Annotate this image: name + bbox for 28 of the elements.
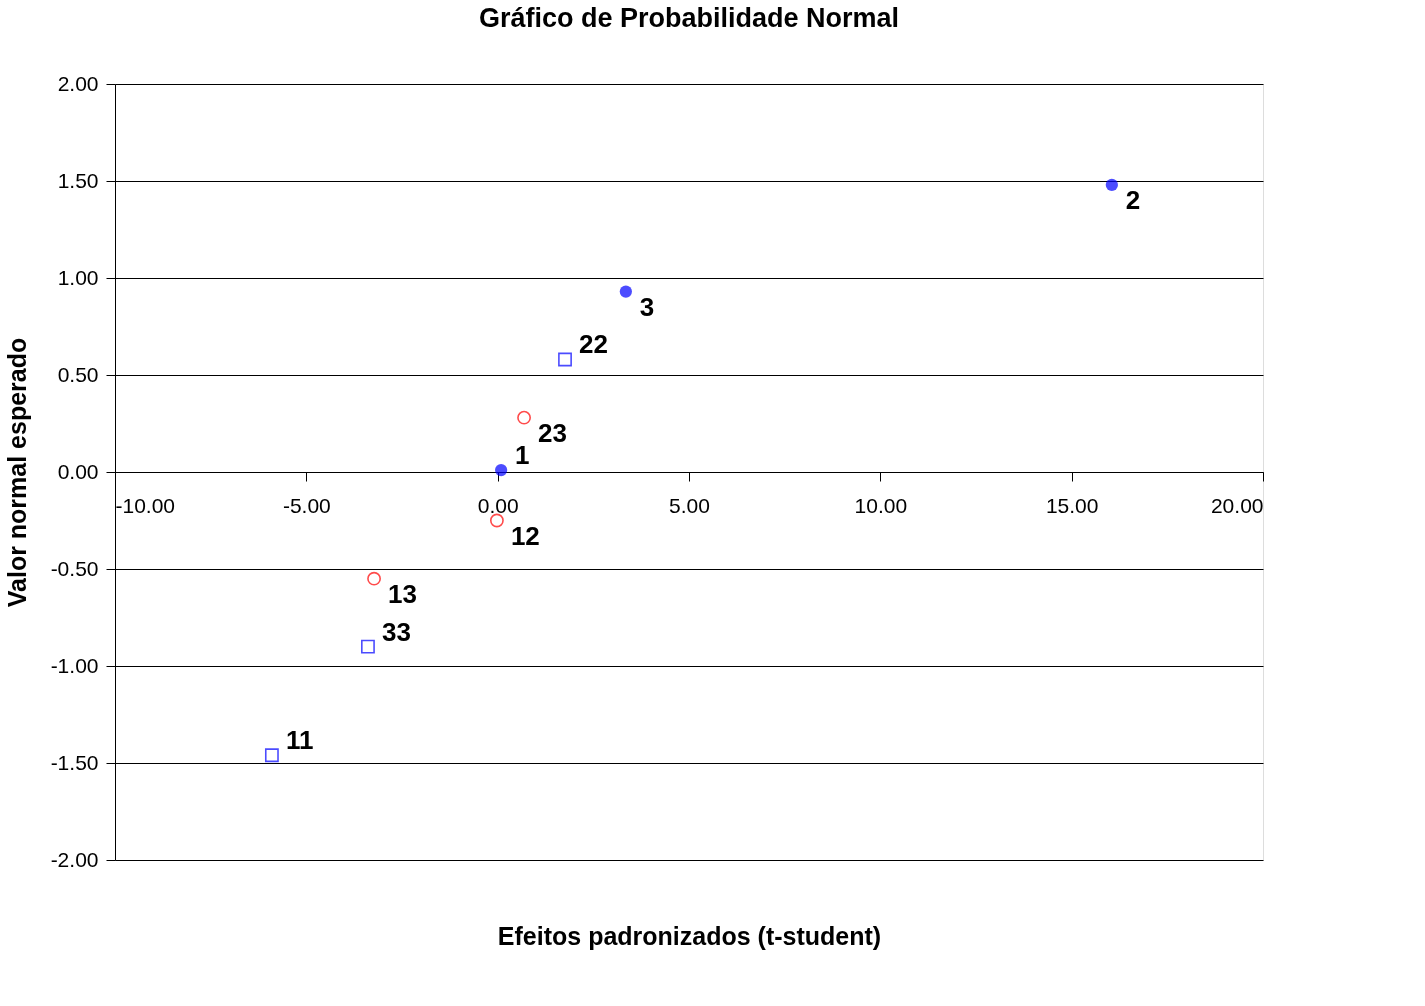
y-axis-title: Valor normal esperado [2, 337, 31, 608]
annotation: 3 [639, 291, 655, 322]
chart-title: Gráfico de Probabilidade Normal [478, 3, 900, 33]
annotation: 13 [388, 578, 417, 609]
x-tick-label: 10.00 [854, 493, 908, 517]
x-tick-label: -5.00 [282, 493, 331, 517]
y-tick-label: 1.00 [57, 265, 99, 289]
x-tick-label: 0.00 [477, 493, 519, 517]
x-tick-label: -10.00 [115, 493, 176, 517]
y-tick-label: 0.00 [57, 459, 99, 483]
annotation: 2 [1125, 184, 1141, 215]
y-tick-label: -0.50 [50, 556, 99, 580]
y-tick-label: -2.00 [50, 847, 99, 871]
y-tick-label: -1.50 [50, 750, 99, 774]
y-tick-label: 1.50 [57, 168, 99, 192]
annotation: 33 [381, 616, 411, 647]
y-tick-label: 0.50 [57, 362, 99, 386]
y-tick-label: 2.00 [57, 71, 99, 95]
x-tick-label: 5.00 [669, 493, 710, 517]
annotation: 1 [515, 440, 530, 471]
annotation: 22 [579, 329, 608, 360]
annotation: 11 [285, 725, 314, 756]
annotation: 23 [538, 417, 567, 448]
x-tick-label: 15.00 [1045, 493, 1099, 517]
annotation: 12 [510, 520, 540, 551]
x-tick-label: 20.00 [1210, 493, 1264, 517]
y-tick-label: -1.00 [50, 653, 99, 677]
x-axis-title: Efeitos padronizados (t-student) [497, 921, 882, 950]
